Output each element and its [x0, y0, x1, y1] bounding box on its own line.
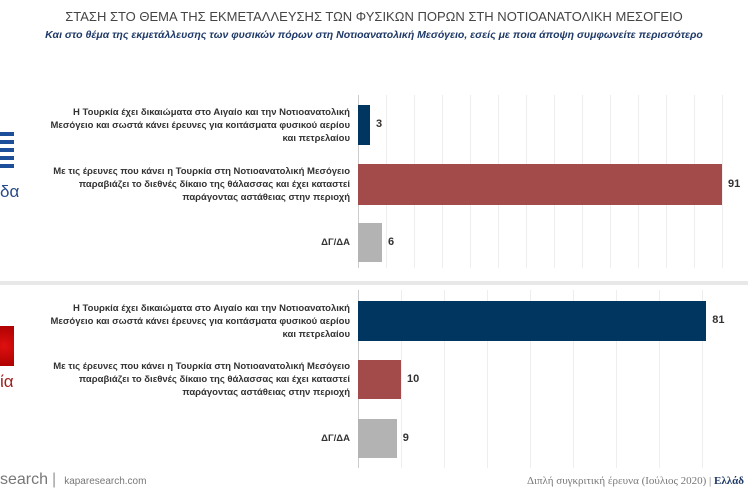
turkey-flag-icon: [0, 326, 14, 366]
brand-text: search: [0, 471, 49, 488]
gridline: [573, 290, 574, 468]
bar: [358, 223, 382, 262]
gridline: [659, 290, 660, 468]
bar: [358, 105, 370, 145]
footer-note: Διπλή συγκριτική έρευνα (Ιούλιος 2020) |…: [527, 475, 744, 487]
gridline: [722, 95, 723, 268]
value-label: 9: [402, 431, 409, 444]
value-label: 81: [712, 314, 725, 326]
footer-brand: search | kaparesearch.com: [0, 471, 146, 489]
value-label: 10: [407, 372, 420, 385]
gridline: [530, 290, 531, 468]
category-label: Με τις έρευνες που κάνει η Τουρκία στη Ν…: [53, 166, 350, 203]
category-label: ΔΓ/ΔΑ: [321, 237, 350, 248]
panel-divider: [0, 281, 748, 285]
gridline: [702, 290, 703, 468]
country-label-greece: δα: [0, 182, 20, 201]
category-label: ΔΓ/ΔΑ: [321, 433, 350, 444]
footer-separator: |: [52, 471, 57, 488]
value-label: 3: [376, 118, 383, 130]
site-link[interactable]: kaparesearch.com: [64, 476, 147, 487]
chart-title: ΣΤΑΣΗ ΣΤΟ ΘΕΜΑ ΤΗΣ ΕΚΜΕΤΑΛΛΕΥΣΗΣ ΤΩΝ ΦΥΣ…: [65, 9, 683, 24]
category-label: Η Τουρκία έχει δικαιώματα στο Αιγαίο και…: [50, 302, 350, 340]
category-label: Η Τουρκία έχει δικαιώματα στο Αιγαίο και…: [50, 106, 350, 144]
value-label: 6: [388, 235, 395, 248]
bar: [358, 419, 397, 458]
chart-subtitle: Και στο θέμα της εκμετάλλευσης των φυσικ…: [45, 29, 703, 41]
gridline: [444, 290, 445, 468]
gridline: [487, 290, 488, 468]
survey-note: Διπλή συγκριτική έρευνα (Ιούλιος 2020) |: [526, 475, 712, 487]
country-label-turkey: ία: [0, 372, 14, 391]
footer-country: Ελλάδ: [714, 475, 744, 487]
bar: [358, 301, 707, 341]
category-label: Με τις έρευνες που κάνει η Τουρκία στη Ν…: [53, 361, 350, 398]
bar: [358, 360, 401, 399]
value-label: 91: [728, 177, 741, 190]
gridline: [616, 290, 617, 468]
greece-flag-icon: [0, 132, 14, 170]
bar: [358, 164, 722, 205]
gridline: [401, 290, 402, 468]
